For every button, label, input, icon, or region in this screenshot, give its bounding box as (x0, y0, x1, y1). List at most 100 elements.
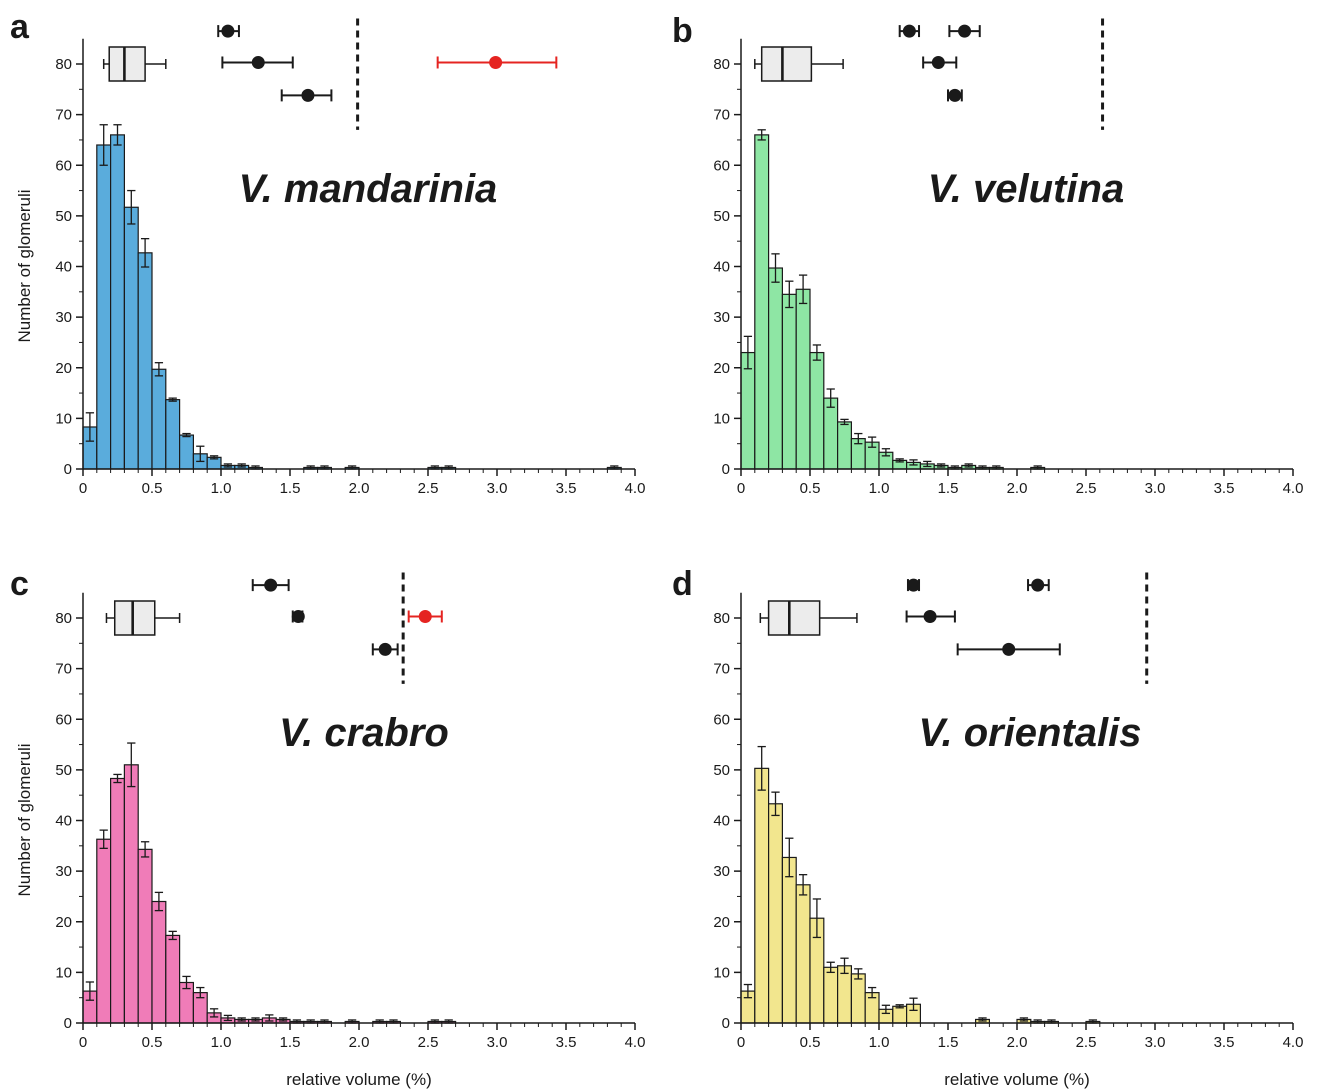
histogram-bar (151, 368, 167, 470)
histogram-bar (836, 421, 852, 470)
panel-a: a V. mandarinia 0 0.5 1.0 1.5 2.0 2.5 3.0 3.5 4.0 0… (10, 8, 645, 497)
outlier-point (301, 88, 315, 102)
y-tick-label: 0 (64, 461, 72, 478)
histogram-bar (767, 267, 783, 470)
outlier-point (1031, 578, 1045, 592)
x-tick-label: 3.5 (556, 1034, 577, 1051)
outlier-point (251, 55, 265, 69)
histogram-bar (123, 764, 139, 1024)
outlier-point (948, 88, 962, 102)
outlier-point (907, 578, 920, 592)
histogram-bar (781, 856, 797, 1024)
y-tick-label: 70 (713, 661, 730, 678)
x-tick-label: 0 (737, 480, 745, 497)
y-tick-label: 40 (55, 259, 72, 276)
outlier-point (958, 24, 972, 38)
histogram-bar (109, 777, 125, 1024)
species-title: V. mandarinia (239, 167, 498, 211)
histogram-bar (823, 966, 839, 1024)
histogram-bar (850, 973, 866, 1024)
histogram-bar (767, 803, 783, 1024)
y-tick-label: 40 (55, 813, 72, 830)
y-tick-label: 70 (55, 661, 72, 678)
histogram-bar (165, 934, 181, 1024)
y-tick-label: 60 (713, 157, 730, 174)
x-tick-label: 3.0 (1145, 1034, 1166, 1051)
x-tick-label: 2.5 (418, 480, 439, 497)
y-tick-label: 50 (55, 208, 72, 225)
outlier-point (931, 55, 945, 69)
histogram-bar (740, 351, 756, 470)
x-axis-title: relative volume (%) (944, 1070, 1090, 1089)
outlier-point (923, 609, 937, 623)
boxplot-box (108, 46, 146, 82)
x-tick-label: 2.0 (1007, 1034, 1028, 1051)
histogram-bar (823, 397, 839, 470)
histogram-bar (754, 767, 770, 1024)
histogram-bar (137, 252, 153, 470)
panel-d: d V. orientalis 0 0.5 1.0 1.5 2.0 2.5 3.0 3.5 4.0 0… (672, 565, 1303, 1089)
x-tick-label: 4.0 (1283, 480, 1304, 497)
x-tick-label: 0 (79, 480, 87, 497)
x-tick-label: 4.0 (625, 480, 646, 497)
x-tick-label: 1.5 (280, 480, 301, 497)
outlier-point (902, 24, 916, 38)
y-tick-label: 30 (713, 309, 730, 326)
outlier-point (221, 24, 235, 38)
y-tick-label: 20 (55, 360, 72, 377)
outlier-point (264, 578, 278, 592)
species-title: V. velutina (928, 167, 1124, 211)
x-tick-label: 1.0 (211, 480, 232, 497)
species-title: V. orientalis (918, 711, 1141, 755)
x-tick-label: 4.0 (625, 1034, 646, 1051)
y-tick-label: 50 (713, 208, 730, 225)
histogram-bar (109, 134, 125, 470)
histogram-bar (836, 965, 852, 1024)
histogram-bar (809, 351, 825, 470)
y-tick-label: 0 (64, 1015, 72, 1032)
x-tick-label: 0 (79, 1034, 87, 1051)
x-tick-label: 0.5 (142, 1034, 163, 1051)
outlier-point (378, 642, 392, 656)
x-axis-title: relative volume (%) (286, 1070, 432, 1089)
panel-letter: c (10, 565, 29, 603)
x-tick-label: 3.0 (487, 480, 508, 497)
x-tick-label: 3.5 (556, 480, 577, 497)
species-title: V. crabro (279, 711, 449, 755)
x-tick-label: 1.0 (211, 1034, 232, 1051)
x-tick-label: 2.0 (1007, 480, 1028, 497)
outlier-point (1002, 642, 1016, 656)
x-tick-label: 2.5 (1076, 480, 1097, 497)
x-tick-label: 0.5 (142, 480, 163, 497)
x-tick-label: 0 (737, 1034, 745, 1051)
y-tick-label: 80 (713, 610, 730, 627)
y-tick-label: 10 (55, 410, 72, 427)
boxplot-box (113, 600, 156, 636)
x-tick-label: 3.5 (1214, 1034, 1235, 1051)
x-tick-label: 1.5 (938, 480, 959, 497)
x-tick-label: 2.0 (349, 1034, 370, 1051)
y-tick-label: 10 (55, 964, 72, 981)
histogram-bar (137, 848, 153, 1024)
histogram-bar (795, 288, 811, 470)
panel-letter: b (672, 12, 693, 50)
y-tick-label: 30 (713, 863, 730, 880)
histogram-bar (96, 838, 112, 1024)
boxplot-box (767, 600, 821, 636)
x-tick-label: 1.5 (938, 1034, 959, 1051)
panel-letter: d (672, 565, 693, 603)
histogram-bar (151, 900, 167, 1024)
highlight-point (418, 609, 432, 623)
x-tick-label: 4.0 (1283, 1034, 1304, 1051)
boxplot-box (760, 46, 813, 82)
y-tick-label: 60 (55, 157, 72, 174)
histogram-bar (179, 434, 195, 470)
x-tick-label: 3.5 (1214, 480, 1235, 497)
panel-b: b V. velutina 0 0.5 1.0 1.5 2.0 2.5 3.0 3.5 4.0 0 10… (672, 12, 1303, 497)
x-tick-label: 2.5 (418, 1034, 439, 1051)
x-tick-label: 3.0 (1145, 480, 1166, 497)
panel-c: c V. crabro 0 0.5 1.0 1.5 2.0 2.5 3.0 3.5 4.0 0 10 20… (10, 565, 645, 1089)
highlight-point (489, 55, 503, 69)
y-tick-label: 60 (713, 711, 730, 728)
y-tick-label: 80 (55, 610, 72, 627)
